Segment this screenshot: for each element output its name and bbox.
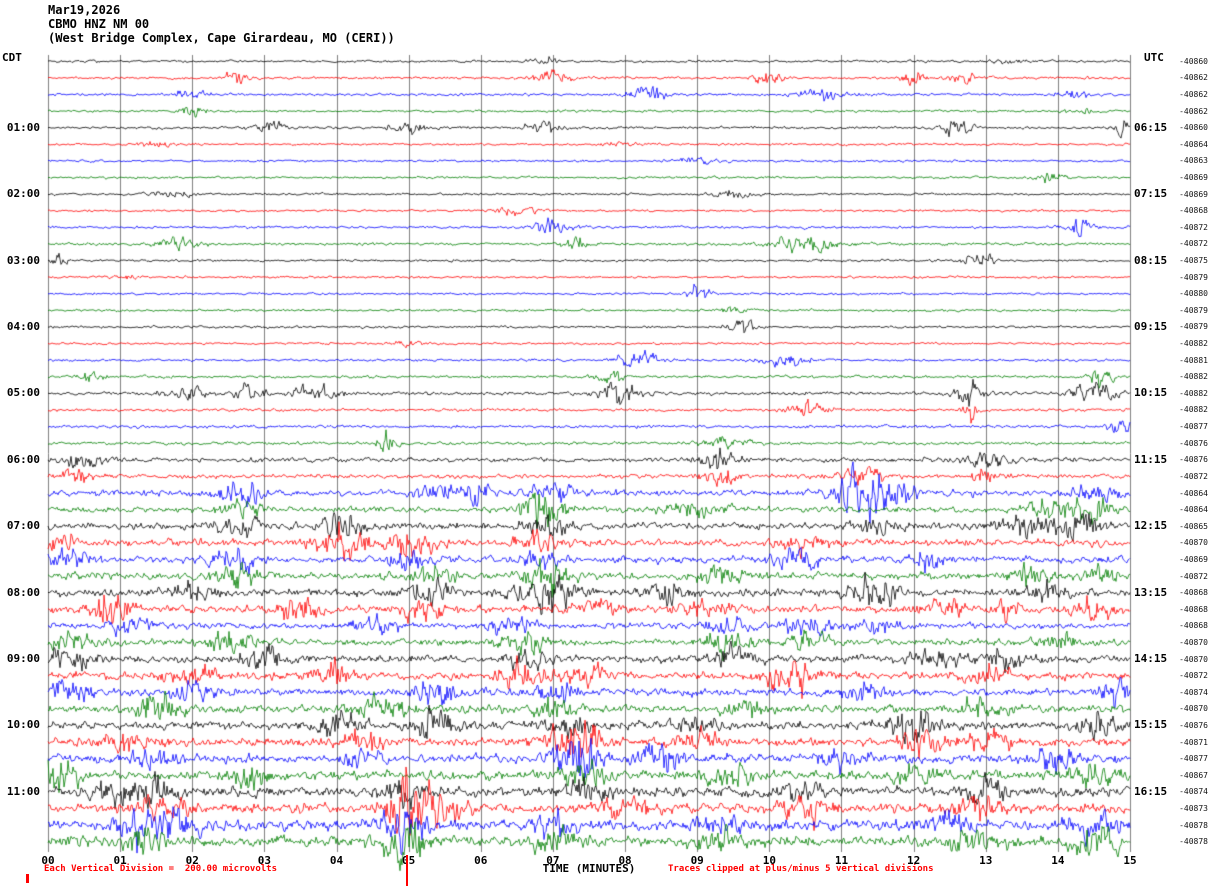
trace-offset-label: -40862: [1179, 106, 1208, 116]
hour-label-right: 13:15: [1134, 585, 1168, 599]
x-axis-tick: 05: [402, 854, 416, 867]
trace-offset-label: -40878: [1179, 820, 1208, 830]
hour-label-right: 10:15: [1134, 386, 1168, 400]
trace-offset-label: -40868: [1179, 206, 1208, 216]
trace-offset-label: -40879: [1179, 322, 1208, 332]
hour-label-left: 09:00: [6, 652, 40, 666]
trace-offset-label: -40880: [1179, 289, 1208, 299]
trace-offset-label: -40862: [1179, 90, 1208, 100]
trace-offset-label: -40876: [1179, 455, 1208, 465]
hour-label-left: 08:00: [6, 585, 40, 599]
trace-offset-label: -40864: [1179, 488, 1208, 498]
trace-offset-label: -40874: [1179, 687, 1208, 697]
hour-label-left: 04:00: [6, 319, 40, 333]
event-marker-tick: [405, 855, 408, 886]
x-axis-tick: 02: [185, 854, 199, 867]
trace-offset-label: -40862: [1179, 73, 1208, 83]
hour-label-left: 02:00: [6, 187, 40, 201]
hour-label-right: 12:15: [1134, 519, 1168, 533]
trace-offset-label: -40881: [1179, 355, 1208, 365]
trace-offset-label: -40882: [1179, 405, 1208, 415]
trace-offset-label: -40879: [1179, 305, 1208, 315]
trace-offset-label: -40870: [1179, 654, 1208, 664]
trace-offset-label: -40864: [1179, 505, 1208, 515]
header-date: Mar19,2026: [48, 3, 121, 17]
trace-offset-label: -40865: [1179, 521, 1208, 531]
x-axis-tick: 08: [618, 854, 632, 867]
trace-offset-label: -40863: [1179, 156, 1208, 166]
x-axis-tick: 11: [834, 854, 849, 867]
trace-offset-label: -40869: [1179, 173, 1208, 183]
trace-offset-label: -40878: [1179, 837, 1208, 847]
trace-offset-label: -40867: [1179, 770, 1208, 780]
trace-offset-label: -40870: [1179, 637, 1208, 647]
x-axis-tick: 04: [329, 854, 344, 867]
x-axis-tick: 12: [906, 854, 921, 867]
x-axis-title: TIME (MINUTES): [542, 862, 636, 875]
footer-clip-note: Traces clipped at plus/minus 5 vertical …: [668, 864, 934, 874]
header-location: (West Bridge Complex, Cape Girardeau, MO…: [48, 31, 395, 45]
trace-offset-label: -40872: [1179, 471, 1208, 481]
x-axis-tick: 13: [979, 854, 993, 867]
x-axis-tick: 03: [257, 854, 272, 867]
trace-offset-label: -40869: [1179, 554, 1208, 564]
trace-offset-label: -40876: [1179, 438, 1208, 448]
trace-offset-label: -40864: [1179, 139, 1208, 149]
trace-offset-label: -40869: [1179, 189, 1208, 199]
timezone-right-label: UTC: [1144, 51, 1164, 64]
x-axis-tick: 06: [474, 854, 488, 867]
trace-offset-label: -40879: [1179, 272, 1208, 282]
plot-header: Mar19,2026 CBMO HNZ NM 00 (West Bridge C…: [48, 3, 395, 45]
hour-label-left: 05:00: [6, 386, 40, 400]
trace-offset-label: -40882: [1179, 388, 1208, 398]
trace-offset-label: -40876: [1179, 720, 1208, 730]
trace-offset-label: -40872: [1179, 571, 1208, 581]
scale-marker-icon: [26, 874, 29, 883]
x-axis-tick: 00: [41, 854, 55, 867]
trace-offset-label: -40868: [1179, 588, 1208, 598]
trace-offset-label: -40877: [1179, 422, 1208, 432]
trace-offset-label: -40871: [1179, 737, 1208, 747]
timezone-left-label: CDT: [2, 51, 22, 64]
trace-offset-label: -40860: [1179, 56, 1208, 66]
x-axis-tick: 15: [1123, 854, 1137, 867]
trace-offset-label: -40872: [1179, 671, 1208, 681]
hour-label-right: 16:15: [1134, 784, 1168, 798]
trace-offset-label: -40873: [1179, 803, 1208, 813]
hour-label-left: 07:00: [6, 519, 40, 533]
hour-label-right: 15:15: [1134, 718, 1168, 732]
x-axis-tick: 10: [762, 854, 776, 867]
trace-offset-label: -40860: [1179, 123, 1208, 133]
hour-label-right: 14:15: [1134, 652, 1168, 666]
x-axis-tick: 07: [546, 854, 560, 867]
x-axis-tick: 09: [690, 854, 704, 867]
trace-offset-label: -40870: [1179, 704, 1208, 714]
hour-label-left: 03:00: [6, 253, 40, 267]
trace-offset-label: -40877: [1179, 754, 1208, 764]
trace-offset-label: -40868: [1179, 621, 1208, 631]
x-axis-tick: 14: [1051, 854, 1065, 867]
hour-label-left: 11:00: [6, 784, 40, 798]
trace-offset-label: -40872: [1179, 239, 1208, 249]
hour-label-right: 06:15: [1134, 120, 1168, 134]
x-axis-tick: 01: [113, 854, 127, 867]
trace-offset-label: -40882: [1179, 339, 1208, 349]
hour-label-right: 09:15: [1134, 319, 1168, 333]
trace-offset-label: -40874: [1179, 787, 1208, 797]
trace-offset-label: -40868: [1179, 604, 1208, 614]
header-station: CBMO HNZ NM 00: [48, 17, 150, 31]
hour-label-right: 07:15: [1134, 187, 1168, 201]
hour-label-left: 10:00: [6, 718, 40, 732]
hour-label-right: 08:15: [1134, 253, 1168, 267]
footer-scale-note: Each Vertical Division = 200.00 microvol…: [44, 864, 277, 874]
hour-label-right: 11:15: [1134, 452, 1168, 466]
trace-offset-label: -40872: [1179, 222, 1208, 232]
trace-offset-label: -40882: [1179, 372, 1208, 382]
hour-label-left: 06:00: [6, 452, 40, 466]
hour-label-left: 01:00: [6, 120, 40, 134]
trace-offset-label: -40875: [1179, 256, 1208, 266]
trace-offset-label: -40870: [1179, 538, 1208, 548]
